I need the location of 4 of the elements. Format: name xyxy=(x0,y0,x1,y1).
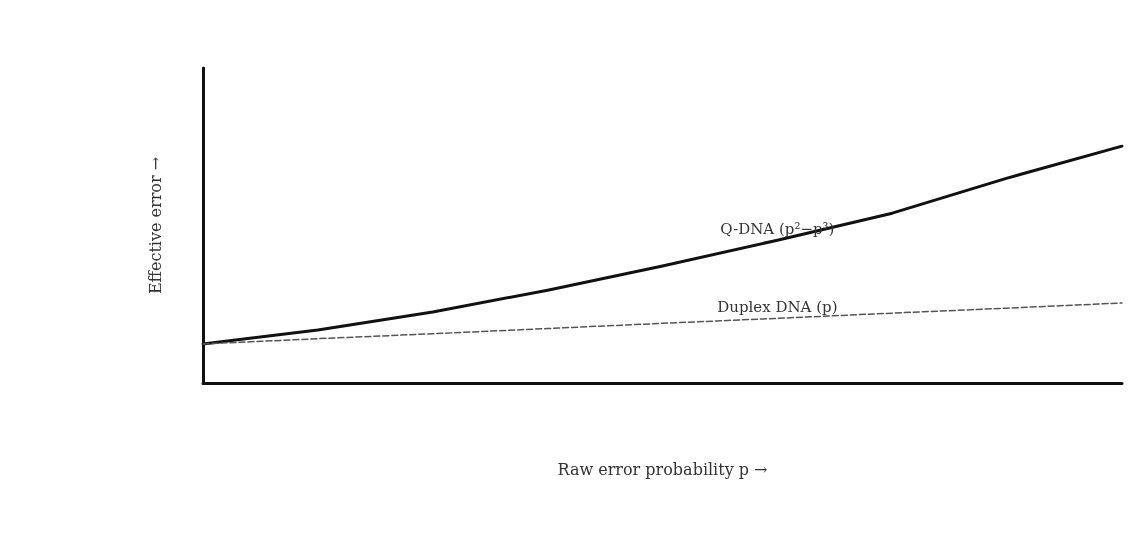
x-axis-title: Raw error probability p → xyxy=(557,459,768,479)
y-axis-title: Effective error → xyxy=(145,156,165,295)
series-label: Q-DNA (p²−p³) xyxy=(720,219,835,238)
series-label: Duplex DNA (p) xyxy=(717,297,838,316)
